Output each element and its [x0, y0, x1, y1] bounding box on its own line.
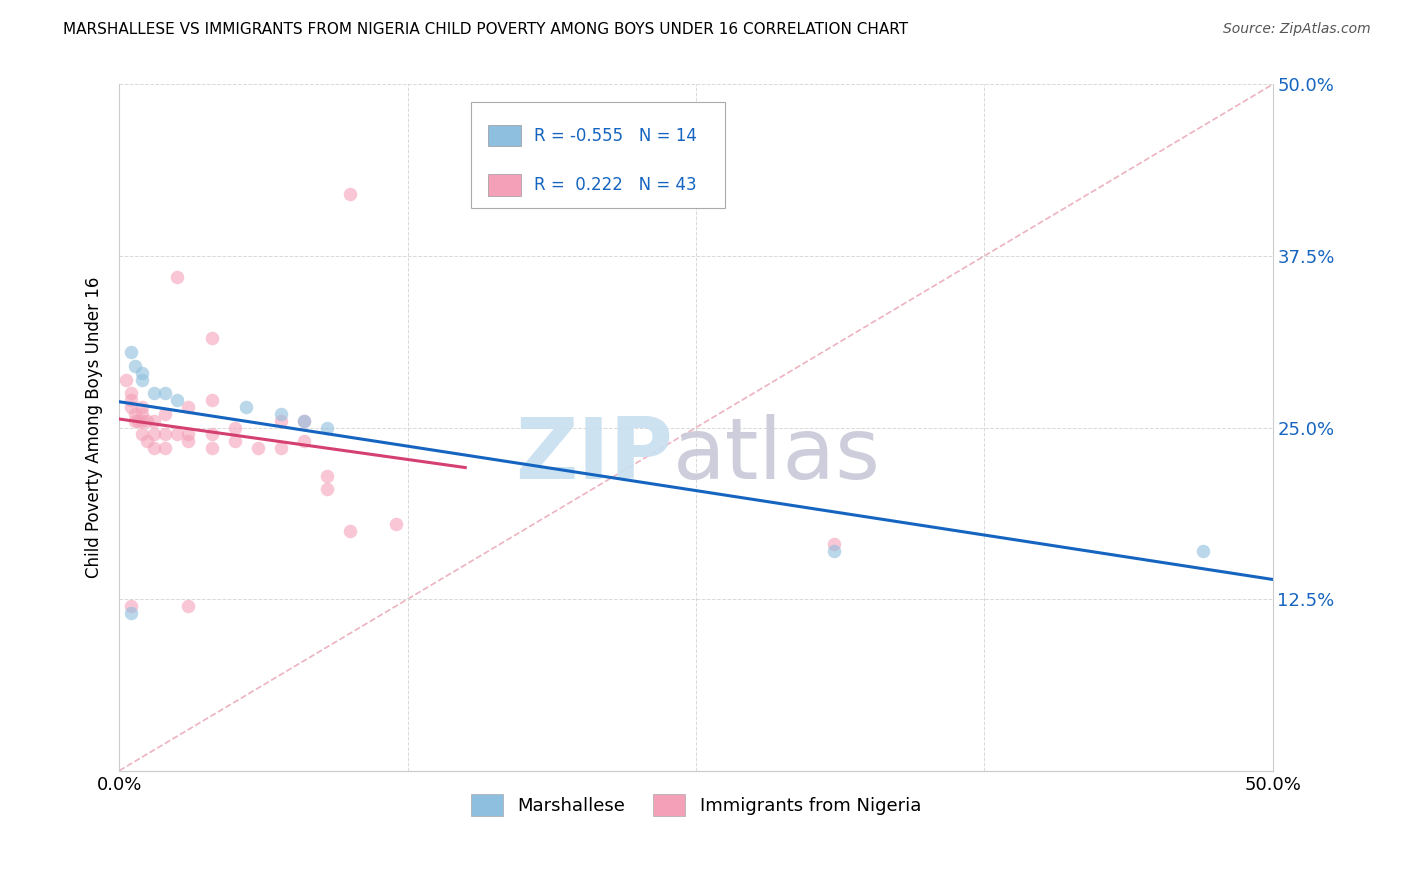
Point [177, 400, 200, 414]
Point [166, 427, 188, 442]
Legend: Marshallese, Immigrants from Nigeria: Marshallese, Immigrants from Nigeria [464, 787, 928, 823]
Point [115, 372, 138, 386]
Point [120, 599, 142, 613]
FancyBboxPatch shape [488, 175, 520, 195]
Point [155, 441, 177, 455]
Point [131, 427, 153, 442]
Text: R =  0.222   N = 43: R = 0.222 N = 43 [534, 176, 697, 194]
Point [131, 372, 153, 386]
Point [124, 359, 146, 373]
Point [131, 366, 153, 380]
Point [224, 420, 246, 434]
Point [1192, 544, 1215, 558]
Point [315, 483, 337, 497]
Point [200, 393, 222, 408]
Point [224, 434, 246, 449]
Point [200, 441, 222, 455]
Point [136, 434, 159, 449]
Y-axis label: Child Poverty Among Boys Under 16: Child Poverty Among Boys Under 16 [86, 277, 103, 578]
Point [127, 414, 149, 428]
Point [292, 434, 315, 449]
Point [270, 407, 292, 421]
Point [339, 187, 361, 202]
Point [177, 599, 200, 613]
Point [120, 606, 142, 620]
Point [142, 386, 165, 401]
Text: atlas: atlas [673, 414, 880, 497]
Point [142, 427, 165, 442]
Point [120, 386, 142, 401]
Point [131, 400, 153, 414]
Point [142, 441, 165, 455]
Point [155, 386, 177, 401]
Point [292, 414, 315, 428]
Point [166, 269, 188, 284]
Point [166, 393, 188, 408]
Point [124, 407, 146, 421]
Point [823, 537, 845, 551]
Text: MARSHALLESE VS IMMIGRANTS FROM NIGERIA CHILD POVERTY AMONG BOYS UNDER 16 CORRELA: MARSHALLESE VS IMMIGRANTS FROM NIGERIA C… [63, 22, 908, 37]
Point [142, 414, 165, 428]
Point [177, 434, 200, 449]
Point [200, 331, 222, 345]
Point [235, 400, 257, 414]
Point [246, 441, 269, 455]
FancyBboxPatch shape [488, 125, 520, 146]
Point [136, 414, 159, 428]
Point [155, 427, 177, 442]
Text: Source: ZipAtlas.com: Source: ZipAtlas.com [1223, 22, 1371, 37]
Point [177, 427, 200, 442]
Point [124, 414, 146, 428]
Point [155, 407, 177, 421]
Point [120, 393, 142, 408]
Point [120, 400, 142, 414]
Point [339, 524, 361, 538]
FancyBboxPatch shape [471, 102, 724, 208]
Point [315, 420, 337, 434]
Text: ZIP: ZIP [515, 414, 673, 497]
Point [823, 544, 845, 558]
Point [131, 407, 153, 421]
Text: R = -0.555   N = 14: R = -0.555 N = 14 [534, 127, 697, 145]
Point [120, 345, 142, 359]
Point [270, 414, 292, 428]
Point [200, 427, 222, 442]
Point [315, 468, 337, 483]
Point [131, 414, 153, 428]
Point [385, 516, 408, 531]
Point [292, 414, 315, 428]
Point [270, 441, 292, 455]
